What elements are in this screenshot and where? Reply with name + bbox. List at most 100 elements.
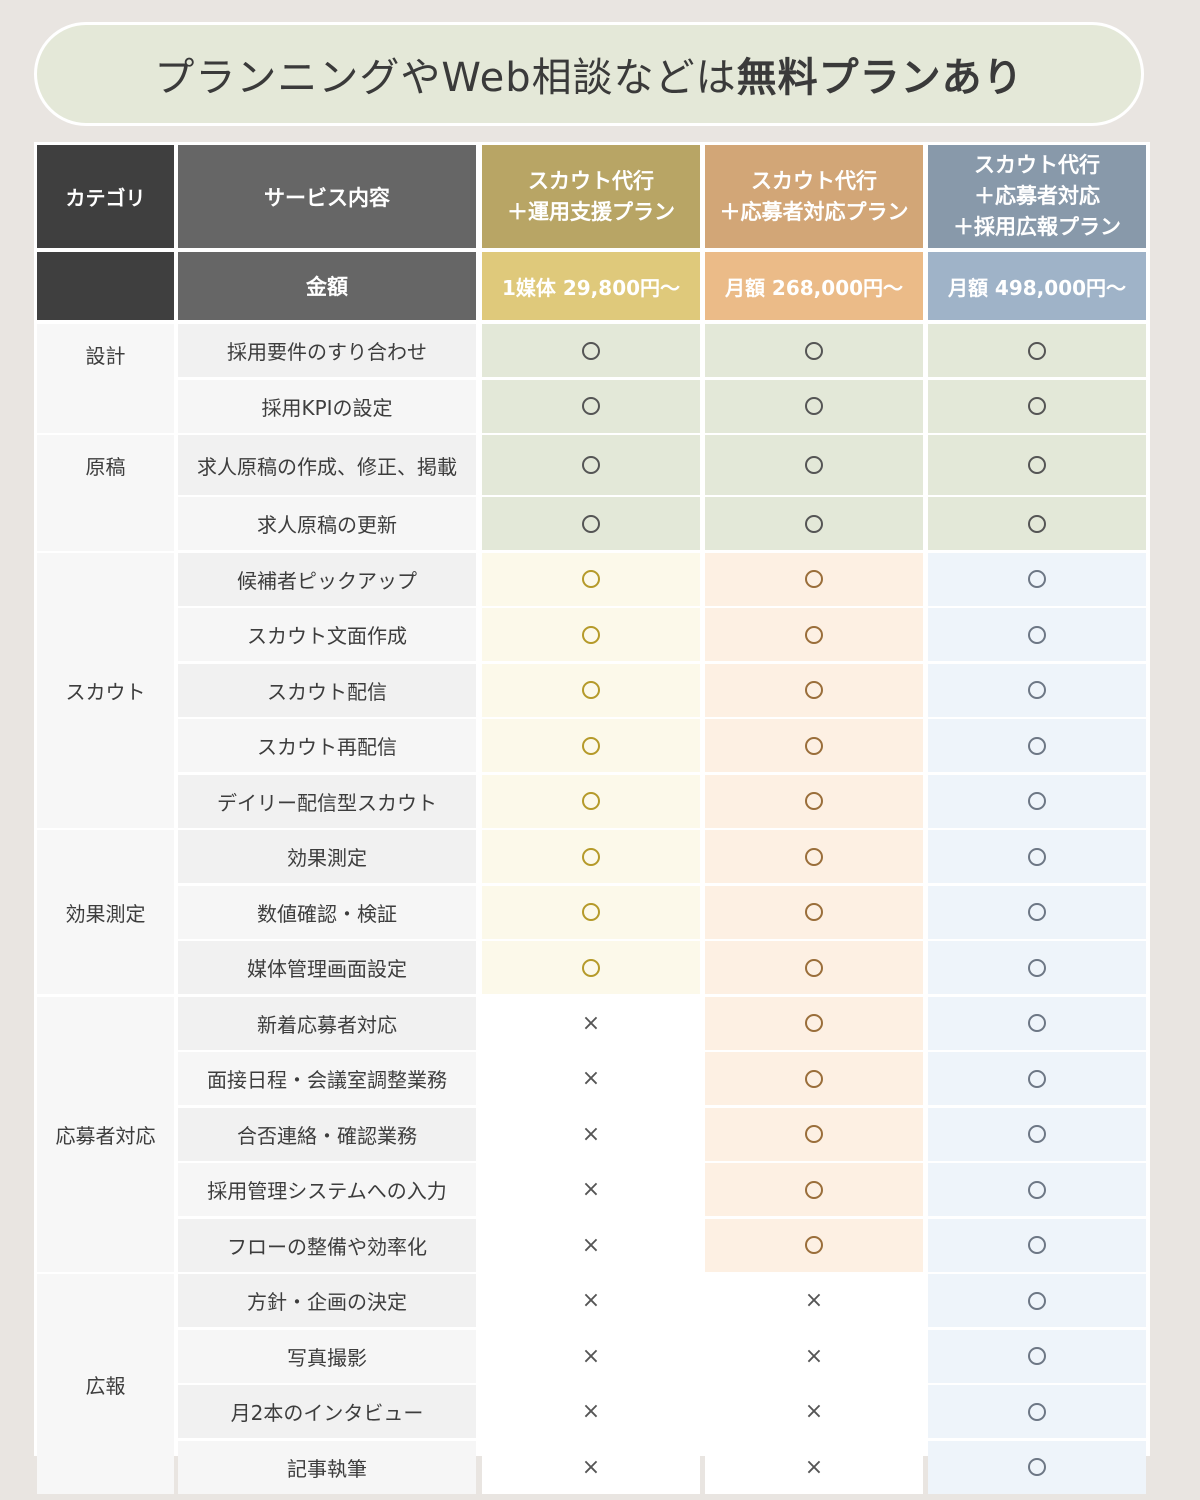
service-name: 月2本のインタビュー	[178, 1385, 476, 1439]
included-circle-icon	[805, 1236, 823, 1255]
plan-2-line-2: ＋応募者対応プラン	[719, 199, 909, 224]
not-included-mark: ×	[581, 1232, 601, 1258]
included-circle-icon	[805, 625, 823, 644]
not-included-mark: ×	[581, 1343, 601, 1369]
plan-3-mark-cell	[928, 941, 1146, 995]
plan-2-mark-cell	[705, 719, 923, 773]
included-circle-icon	[1028, 1347, 1046, 1366]
included-circle-icon	[1028, 1291, 1046, 1310]
page-title: プランニングやWeb相談などは 無料プランあり	[34, 22, 1144, 126]
plan-3-mark-cell	[928, 552, 1146, 606]
included-circle-icon	[1028, 903, 1046, 922]
included-circle-icon	[805, 1014, 823, 1033]
plan-2-price: 月額 268,000円～	[705, 252, 923, 320]
included-circle-icon	[1028, 570, 1046, 589]
service-name: 採用要件のすり合わせ	[178, 324, 476, 378]
not-included-mark: ×	[804, 1454, 824, 1480]
included-circle-icon	[582, 792, 600, 811]
included-circle-icon	[1028, 958, 1046, 977]
service-name: スカウト文面作成	[178, 608, 476, 662]
not-included-mark: ×	[581, 1177, 601, 1203]
plan-1-mark-cell: ×	[482, 1329, 700, 1383]
included-circle-icon	[582, 456, 600, 474]
included-circle-icon	[805, 397, 823, 416]
plan-3-mark-cell	[928, 774, 1146, 828]
service-name: 効果測定	[178, 830, 476, 884]
service-name: 写真撮影	[178, 1329, 476, 1383]
plan-1-line-2: ＋運用支援プラン	[507, 199, 675, 224]
plan-2-mark-cell	[705, 1052, 923, 1106]
not-included-mark: ×	[581, 1121, 601, 1147]
not-included-mark: ×	[804, 1288, 824, 1314]
service-name: 面接日程・会議室調整業務	[178, 1052, 476, 1106]
header-plan-1: スカウト代行 ＋運用支援プラン	[482, 145, 700, 248]
plan-1-mark-cell: ×	[482, 1440, 700, 1494]
header-price-blank	[37, 252, 174, 320]
plan-3-mark-cell	[928, 497, 1146, 551]
plan-3-mark-cell	[928, 885, 1146, 939]
plan-1-mark-cell	[482, 663, 700, 717]
service-name: 数値確認・検証	[178, 885, 476, 939]
plan-3-line-3: ＋採用広報プラン	[953, 215, 1121, 239]
header-category: カテゴリ	[37, 145, 174, 248]
service-name: 新着応募者対応	[178, 996, 476, 1050]
title-bold: 無料プランあり	[736, 55, 1024, 101]
plan-3-mark-cell	[928, 1163, 1146, 1217]
included-circle-icon	[1028, 1236, 1046, 1255]
plan-2-mark-cell	[705, 1107, 923, 1161]
included-circle-icon	[582, 958, 600, 977]
plan-1-mark-cell	[482, 608, 700, 662]
plan-3-mark-cell	[928, 435, 1146, 495]
plan-comparison-table: カテゴリ サービス内容 スカウト代行 ＋運用支援プラン スカウト代行 ＋応募者対…	[34, 142, 1150, 1494]
plan-1-mark-cell	[482, 497, 700, 551]
plan-2-mark-cell	[705, 1163, 923, 1217]
plan-2-mark-cell	[705, 608, 923, 662]
plan-1-mark-cell: ×	[482, 996, 700, 1050]
plan-3-mark-cell	[928, 1052, 1146, 1106]
included-circle-icon	[582, 681, 600, 700]
included-circle-icon	[582, 514, 600, 533]
plan-1-mark-cell: ×	[482, 1385, 700, 1439]
included-circle-icon	[1028, 1069, 1046, 1088]
plan-2-line-1: スカウト代行	[751, 168, 877, 193]
plan-3-mark-cell	[928, 608, 1146, 662]
included-circle-icon	[1028, 681, 1046, 700]
service-name: 候補者ピックアップ	[178, 552, 476, 606]
plan-2-mark-cell: ×	[705, 1385, 923, 1439]
included-circle-icon	[1028, 514, 1046, 533]
header-service: サービス内容	[178, 145, 476, 248]
plan-1-mark-cell	[482, 552, 700, 606]
plan-2-mark-cell	[705, 552, 923, 606]
plan-2-mark-cell	[705, 830, 923, 884]
plan-2-mark-cell: ×	[705, 1274, 923, 1328]
plan-2-mark-cell: ×	[705, 1440, 923, 1494]
plan-1-mark-cell: ×	[482, 1274, 700, 1328]
included-circle-icon	[1028, 792, 1046, 811]
service-name: 媒体管理画面設定	[178, 941, 476, 995]
included-circle-icon	[582, 903, 600, 922]
service-name: 記事執筆	[178, 1440, 476, 1494]
included-circle-icon	[805, 736, 823, 755]
plan-3-mark-cell	[928, 1385, 1146, 1439]
included-circle-icon	[805, 1125, 823, 1144]
service-name: 方針・企画の決定	[178, 1274, 476, 1328]
plan-2-mark-cell	[705, 941, 923, 995]
plan-2-mark-cell	[705, 663, 923, 717]
included-circle-icon	[805, 570, 823, 589]
included-circle-icon	[805, 341, 823, 360]
plan-3-mark-cell	[928, 830, 1146, 884]
included-circle-icon	[582, 570, 600, 589]
header-plan-2: スカウト代行 ＋応募者対応プラン	[705, 145, 923, 248]
plan-3-mark-cell	[928, 1274, 1146, 1328]
included-circle-icon	[1028, 1180, 1046, 1199]
plan-1-mark-cell: ×	[482, 1218, 700, 1272]
included-circle-icon	[1028, 397, 1046, 416]
included-circle-icon	[582, 397, 600, 416]
included-circle-icon	[805, 792, 823, 811]
not-included-mark: ×	[804, 1343, 824, 1369]
plan-2-mark-cell	[705, 435, 923, 495]
included-circle-icon	[1028, 456, 1046, 474]
included-circle-icon	[805, 681, 823, 700]
plan-3-mark-cell	[928, 1218, 1146, 1272]
plan-2-mark-cell	[705, 885, 923, 939]
